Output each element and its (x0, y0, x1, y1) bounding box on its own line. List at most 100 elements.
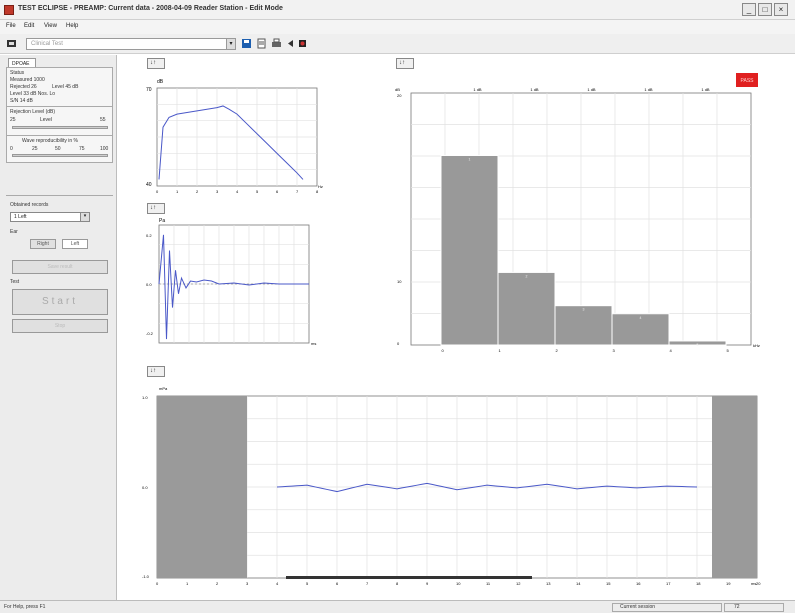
test-label: Test (10, 279, 20, 285)
histogram-bar (497, 271, 556, 346)
x-axis-label: kHz (753, 343, 760, 348)
top-axis-label: 1 dB (530, 87, 539, 92)
time-window-bar (286, 576, 532, 579)
divider (6, 195, 113, 196)
y-axis-label: dB (157, 79, 164, 85)
x-axis-label: ms (751, 581, 756, 586)
ear-right-button[interactable]: Right (30, 239, 56, 249)
x-tick-label: 10 (456, 581, 461, 586)
menu-edit[interactable]: Edit (24, 23, 35, 29)
bar-value-label: 1 (469, 157, 471, 161)
level-value: Level 45 dB (52, 84, 79, 90)
document-icon[interactable] (256, 38, 267, 49)
x-tick-label: 12 (516, 581, 521, 586)
bar-value-label: 4 (640, 316, 642, 320)
graph-scale-buttons[interactable]: ↓↑ (147, 203, 165, 214)
title-bar: TEST ECLIPSE - PREAMP: Current data - 20… (0, 0, 795, 20)
graph-scale-buttons[interactable]: ↓↑ (396, 58, 414, 69)
spectrum-chart: dB 70 40 Hz 0 1 2 3 4 5 6 7 8 (146, 79, 323, 194)
x-tick-label: 3 (246, 581, 249, 586)
measured-value: Measured 1000 (10, 77, 45, 83)
repro-tick: 25 (32, 146, 38, 152)
tab-dpoae[interactable]: DPOAE (8, 58, 36, 68)
top-axis-label: 1 dB (473, 87, 482, 92)
x-tick-label: 6 (276, 189, 279, 194)
x-tick-label: 20 (756, 581, 761, 586)
x-tick-label: 1 (176, 189, 179, 194)
repro-tick: 75 (79, 146, 85, 152)
bar-value-label: 3 (583, 308, 585, 312)
y-axis-label: Pa (159, 218, 165, 224)
pass-badge (736, 73, 758, 87)
stop-button[interactable]: Stop (12, 319, 108, 333)
y-tick-label: 1.0 (142, 395, 148, 400)
page-box (724, 603, 784, 612)
maximize-button[interactable]: □ (758, 3, 772, 16)
window-mask-left (157, 396, 247, 578)
x-tick-label: 5 (727, 348, 730, 353)
menu-file[interactable]: File (6, 23, 16, 29)
x-tick-label: 2 (196, 189, 199, 194)
y-axis-label: dB (395, 87, 400, 92)
divider (6, 106, 113, 107)
x-tick-label: 8 (396, 581, 399, 586)
histogram-bar (440, 154, 499, 346)
chevron-down-icon[interactable]: ▾ (226, 38, 236, 50)
impulse-line (158, 234, 309, 340)
x-tick-label: 2 (216, 581, 219, 586)
record-icon[interactable] (297, 38, 308, 49)
x-tick-label: 0 (442, 348, 445, 353)
x-tick-label: 2 (556, 348, 559, 353)
y-tick-label: 10 (397, 279, 402, 284)
x-tick-label: 13 (546, 581, 551, 586)
x-tick-label: 5 (306, 581, 309, 586)
x-tick-label: 0 (156, 189, 159, 194)
x-tick-label: 7 (366, 581, 369, 586)
histogram-bar (611, 313, 670, 346)
rejection-min: 25 (10, 117, 16, 123)
minimize-button[interactable]: _ (742, 3, 756, 16)
help-hint: For Help, press F1 (4, 604, 46, 610)
rejection-label: Rejection Level (dB) (10, 109, 56, 115)
graph-scale-buttons[interactable]: ↓↑ (147, 366, 165, 377)
save-icon[interactable] (241, 38, 252, 49)
noise-value: Level 33 dB Nos. Lo (10, 91, 56, 97)
start-button[interactable]: Start (12, 289, 108, 315)
protocol-combo[interactable]: Clinical Test (26, 38, 232, 50)
obtained-label: Obtained records (10, 202, 49, 208)
patient-icon[interactable] (6, 38, 17, 49)
ear-left-button[interactable]: Left (62, 239, 88, 249)
x-tick-label: 17 (666, 581, 671, 586)
graph-scale-buttons[interactable]: ↓↑ (147, 58, 165, 69)
x-tick-label: 1 (499, 348, 502, 353)
menu-help[interactable]: Help (66, 23, 79, 29)
rejection-level-label: Level (40, 117, 52, 123)
x-tick-label: 0 (156, 581, 159, 586)
window-mask-right (712, 396, 757, 578)
x-tick-label: 14 (576, 581, 581, 586)
menu-view[interactable]: View (44, 23, 57, 29)
snr-value: S/N 14 dB (10, 98, 33, 104)
obtained-select[interactable]: 1 Left (10, 212, 90, 222)
spectrum-line (158, 105, 304, 180)
y-tick-label: -0.2 (146, 331, 154, 336)
rejection-slider[interactable] (12, 126, 108, 129)
chevron-down-icon[interactable]: ▾ (80, 212, 90, 222)
status-bar: For Help, press F1 Current session 72 (0, 600, 795, 613)
top-axis-label: 1 dB (644, 87, 653, 92)
x-tick-label: 3 (216, 189, 219, 194)
y-tick-label: 0.0 (142, 485, 148, 490)
back-arrow-icon[interactable] (285, 38, 296, 49)
save-result-button[interactable]: Save result (12, 260, 108, 274)
x-tick-label: 16 (636, 581, 641, 586)
x-tick-label: 1 (186, 581, 189, 586)
x-tick-label: 3 (613, 348, 616, 353)
close-button[interactable]: × (774, 3, 788, 16)
x-tick-label: 15 (606, 581, 611, 586)
bar-value-label: 2 (526, 274, 528, 278)
ear-label: Ear (10, 229, 18, 235)
print-icon[interactable] (271, 38, 282, 49)
y-tick-label: -1.0 (142, 574, 150, 579)
control-panel: DPOAE Status Measured 1000 Rejected 26 L… (0, 55, 117, 600)
repro-tick: 100 (100, 146, 109, 152)
